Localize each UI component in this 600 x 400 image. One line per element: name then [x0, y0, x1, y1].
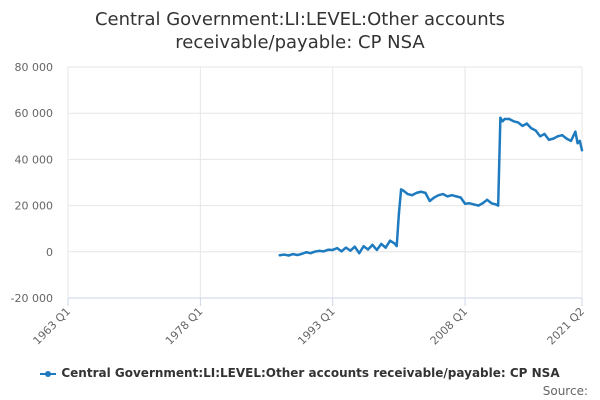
- y-tick-label: -20 000: [11, 292, 53, 305]
- legend-item-label: Central Government:LI:LEVEL:Other accoun…: [61, 366, 560, 380]
- data-point[interactable]: [344, 246, 348, 249]
- data-point[interactable]: [538, 135, 542, 138]
- data-point[interactable]: [501, 120, 504, 123]
- x-tick-label: 1978 Q1: [163, 305, 206, 348]
- data-point[interactable]: [446, 195, 449, 198]
- data-point[interactable]: [410, 194, 414, 197]
- data-point[interactable]: [424, 191, 427, 195]
- data-point[interactable]: [534, 129, 537, 132]
- data-point[interactable]: [340, 250, 343, 253]
- data-point[interactable]: [437, 194, 440, 197]
- y-tick-label: 20 000: [15, 200, 54, 213]
- data-point[interactable]: [415, 191, 418, 195]
- data-point[interactable]: [472, 203, 476, 206]
- data-point[interactable]: [576, 142, 579, 145]
- data-point[interactable]: [552, 137, 555, 140]
- x-tick-label: 1963 Q1: [31, 305, 74, 348]
- data-point[interactable]: [406, 192, 409, 196]
- data-point[interactable]: [335, 246, 339, 250]
- data-point[interactable]: [357, 251, 361, 255]
- data-point[interactable]: [468, 202, 471, 205]
- data-point[interactable]: [485, 198, 489, 202]
- data-point[interactable]: [402, 189, 405, 192]
- data-point[interactable]: [353, 245, 356, 248]
- data-point[interactable]: [278, 254, 281, 257]
- data-point[interactable]: [331, 248, 334, 252]
- data-point[interactable]: [366, 248, 370, 251]
- data-point[interactable]: [543, 132, 546, 136]
- data-point[interactable]: [569, 139, 573, 143]
- data-point[interactable]: [388, 239, 392, 242]
- x-tick-label: 1993 Q1: [295, 305, 338, 348]
- data-point[interactable]: [322, 250, 326, 253]
- data-point[interactable]: [490, 202, 493, 205]
- data-point[interactable]: [463, 202, 467, 205]
- data-point[interactable]: [499, 116, 502, 120]
- data-point[interactable]: [397, 212, 401, 215]
- data-point[interactable]: [318, 249, 321, 253]
- x-tick-label: 2021 Q2: [545, 305, 588, 348]
- data-point[interactable]: [508, 117, 511, 121]
- y-tick-label: 60 000: [15, 107, 54, 120]
- data-point[interactable]: [441, 192, 445, 196]
- data-point[interactable]: [371, 243, 374, 247]
- data-point[interactable]: [291, 252, 295, 256]
- data-point[interactable]: [428, 199, 431, 203]
- legend[interactable]: Central Government:LI:LEVEL:Other accoun…: [0, 366, 600, 380]
- y-tick-label: 0: [46, 246, 53, 259]
- chart-title-line-1: Central Government:LI:LEVEL:Other accoun…: [94, 9, 506, 30]
- data-point[interactable]: [362, 245, 365, 248]
- data-point[interactable]: [503, 117, 506, 121]
- chart-title-line-2: receivable/payable: CP NSA: [175, 32, 425, 53]
- data-point[interactable]: [296, 253, 299, 257]
- data-point[interactable]: [516, 121, 520, 124]
- data-point[interactable]: [380, 242, 383, 246]
- grid-lines: [67, 66, 583, 299]
- data-point[interactable]: [327, 248, 330, 251]
- data-point[interactable]: [521, 124, 524, 128]
- data-point[interactable]: [375, 248, 379, 252]
- data-point[interactable]: [287, 254, 290, 257]
- legend-line-marker-icon: [40, 369, 57, 379]
- source-label: Source:: [542, 384, 588, 398]
- data-point[interactable]: [313, 250, 317, 253]
- data-point[interactable]: [481, 202, 484, 205]
- chart-title: Central Government:LI:LEVEL:Other accoun…: [0, 8, 600, 54]
- data-point[interactable]: [530, 127, 533, 130]
- data-point[interactable]: [450, 194, 454, 197]
- data-point[interactable]: [455, 195, 458, 198]
- data-point[interactable]: [393, 242, 396, 245]
- data-point[interactable]: [580, 148, 584, 152]
- data-point[interactable]: [349, 249, 352, 252]
- data-point[interactable]: [494, 203, 498, 206]
- data-point[interactable]: [574, 130, 577, 133]
- data-point[interactable]: [556, 135, 559, 138]
- data-point[interactable]: [432, 196, 436, 199]
- data-point[interactable]: [300, 252, 304, 256]
- data-point[interactable]: [496, 204, 500, 207]
- data-point[interactable]: [477, 204, 480, 207]
- data-point[interactable]: [560, 133, 564, 137]
- series-layer: [278, 116, 584, 257]
- data-point[interactable]: [547, 138, 551, 141]
- x-axis: 1963 Q1 1978 Q1 1993 Q1 2008 Q1 2021 Q2: [31, 297, 588, 348]
- data-point[interactable]: [578, 139, 581, 143]
- data-point[interactable]: [399, 188, 403, 191]
- data-point[interactable]: [459, 196, 462, 199]
- data-point[interactable]: [282, 253, 286, 256]
- data-point[interactable]: [525, 122, 529, 125]
- y-axis: -20 000 0 20 000 40 000 60 000 80 000: [11, 61, 53, 305]
- data-point[interactable]: [384, 246, 387, 249]
- y-tick-label: 80 000: [15, 61, 54, 74]
- y-tick-label: 40 000: [15, 153, 54, 166]
- data-point[interactable]: [305, 251, 308, 254]
- series-line[interactable]: [278, 116, 584, 257]
- x-tick-label: 2008 Q1: [428, 305, 471, 348]
- data-point[interactable]: [309, 251, 312, 255]
- data-point[interactable]: [419, 190, 423, 193]
- data-point[interactable]: [565, 137, 568, 140]
- data-point[interactable]: [395, 244, 398, 248]
- data-point[interactable]: [512, 120, 515, 123]
